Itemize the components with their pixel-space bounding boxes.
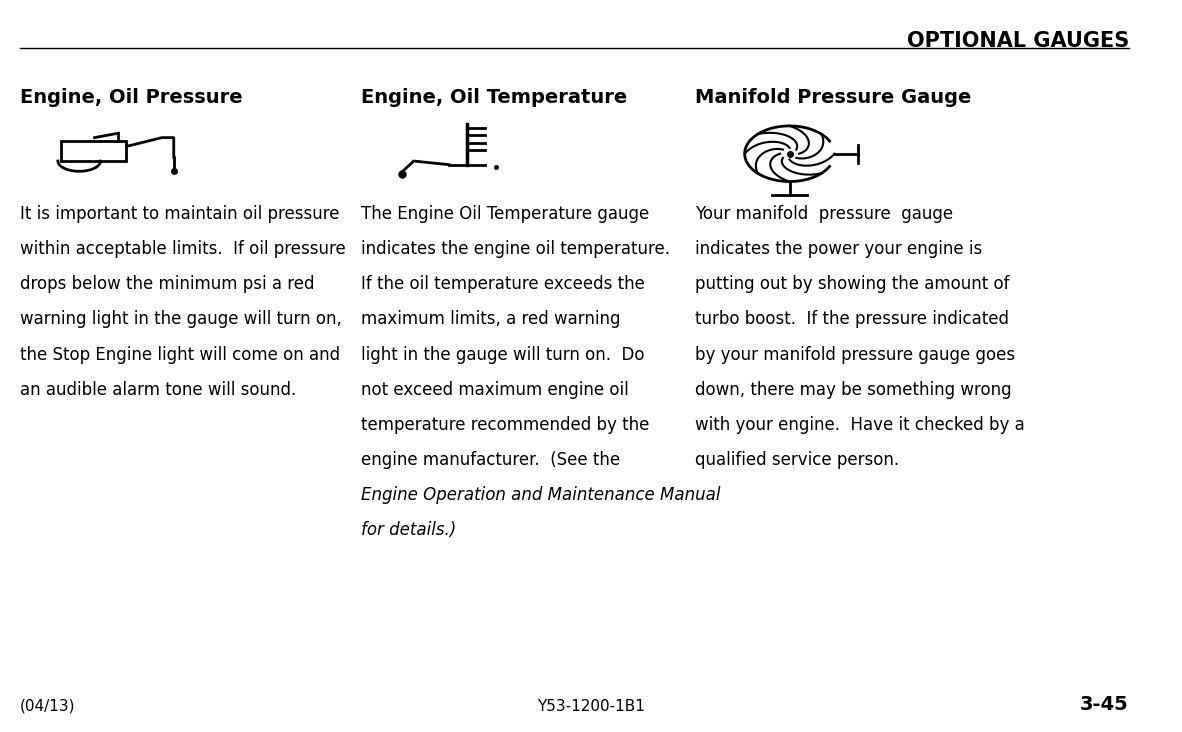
Text: temperature recommended by the: temperature recommended by the [361, 416, 649, 434]
Text: Engine, Oil Pressure: Engine, Oil Pressure [20, 88, 242, 107]
Text: drops below the minimum psi a red: drops below the minimum psi a red [20, 275, 314, 294]
Text: down, there may be something wrong: down, there may be something wrong [695, 381, 1012, 399]
Text: 3: 3 [1145, 324, 1165, 353]
Text: Engine Operation and Maintenance Manual: Engine Operation and Maintenance Manual [361, 486, 720, 504]
Text: light in the gauge will turn on.  Do: light in the gauge will turn on. Do [361, 346, 644, 364]
Text: It is important to maintain oil pressure: It is important to maintain oil pressure [20, 205, 339, 223]
Text: an audible alarm tone will sound.: an audible alarm tone will sound. [20, 381, 297, 399]
Text: indicates the power your engine is: indicates the power your engine is [695, 240, 982, 258]
Text: If the oil temperature exceeds the: If the oil temperature exceeds the [361, 275, 644, 294]
Text: (04/13): (04/13) [20, 699, 76, 714]
Text: warning light in the gauge will turn on,: warning light in the gauge will turn on, [20, 310, 342, 329]
Text: The Engine Oil Temperature gauge: The Engine Oil Temperature gauge [361, 205, 649, 223]
Text: Y53-1200-1B1: Y53-1200-1B1 [537, 699, 645, 714]
Text: Manifold Pressure Gauge: Manifold Pressure Gauge [695, 88, 972, 107]
Text: putting out by showing the amount of: putting out by showing the amount of [695, 275, 1009, 294]
Text: Your manifold  pressure  gauge: Your manifold pressure gauge [695, 205, 953, 223]
Text: not exceed maximum engine oil: not exceed maximum engine oil [361, 381, 629, 399]
Text: the Stop Engine light will come on and: the Stop Engine light will come on and [20, 346, 340, 364]
Text: qualified service person.: qualified service person. [695, 451, 900, 469]
Text: Engine, Oil Temperature: Engine, Oil Temperature [361, 88, 626, 107]
Text: turbo boost.  If the pressure indicated: turbo boost. If the pressure indicated [695, 310, 1009, 329]
Text: by your manifold pressure gauge goes: by your manifold pressure gauge goes [695, 346, 1015, 364]
Text: OPTIONAL GAUGES: OPTIONAL GAUGES [907, 31, 1129, 51]
Text: with your engine.  Have it checked by a: with your engine. Have it checked by a [695, 416, 1025, 434]
Text: 3-45: 3-45 [1080, 695, 1129, 714]
Text: within acceptable limits.  If oil pressure: within acceptable limits. If oil pressur… [20, 240, 346, 258]
Text: indicates the engine oil temperature.: indicates the engine oil temperature. [361, 240, 669, 258]
Text: maximum limits, a red warning: maximum limits, a red warning [361, 310, 621, 329]
Text: for details.): for details.) [361, 521, 456, 539]
Text: engine manufacturer.  (See the: engine manufacturer. (See the [361, 451, 625, 469]
